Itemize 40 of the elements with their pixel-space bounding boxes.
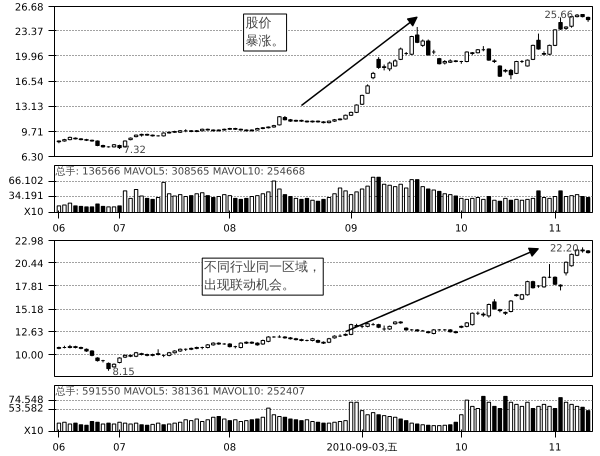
y-tick-label: 53.582 <box>8 404 44 415</box>
x-tick-label: 09 <box>344 224 358 234</box>
y-tick-label: 26.68 <box>14 2 44 14</box>
text: X10 <box>24 426 44 437</box>
y-tick-label: 12.63 <box>14 327 44 338</box>
text: X10 <box>24 207 44 218</box>
x-tick-label: 08 <box>223 442 236 454</box>
x-tick-label: 06 <box>52 442 66 454</box>
annotation: 25.66 <box>544 10 574 22</box>
x-tick-label: 10 <box>454 442 468 454</box>
x-tick-label: 2010-09-03,五 <box>326 442 398 454</box>
y-tick-label: 13.13 <box>14 102 44 114</box>
annotation: 8.15 <box>112 366 135 378</box>
y-tick-label: 20.44 <box>14 258 44 270</box>
annotation: 22.20 <box>550 243 579 254</box>
chart-title: 总手: 591550 MAVOL5: 381361 MAVOL10: 252407 <box>54 386 306 398</box>
x-tick-label: 10 <box>454 224 468 234</box>
y-tick-label: 23.37 <box>14 26 44 38</box>
y-tick-label: 22.98 <box>14 236 44 248</box>
y-tick-label: 15.18 <box>14 305 44 316</box>
x-tick-label: 06 <box>52 224 66 234</box>
candlestick <box>360 94 364 106</box>
x-tick-label: 11 <box>548 442 562 454</box>
y-tick-label: 16.54 <box>14 77 44 88</box>
x-tick-label: 08 <box>223 224 236 234</box>
candlestick <box>508 300 514 313</box>
y-tick-label: 19.96 <box>14 52 44 63</box>
y-tick-label: 34.191 <box>8 190 44 202</box>
annotation: 7.32 <box>124 144 146 156</box>
y-tick-label: 17.81 <box>14 282 44 293</box>
annotation: 股价暴涨。 <box>246 16 285 49</box>
y-tick-label: 9.71 <box>21 127 44 138</box>
chart-title: 总手: 136566 MAVOL5: 308565 MAVOL10: 254668 <box>54 166 306 178</box>
x-tick-label: 11 <box>548 224 562 234</box>
y-tick-label: 66.102 <box>8 176 44 187</box>
y-tick-label: 10.00 <box>14 350 44 362</box>
x-tick-label: 07 <box>113 442 126 454</box>
annotation: 不同行业同一区域，出现联动机会。 <box>204 260 322 294</box>
y-tick-label: 6.30 <box>21 152 44 164</box>
x-tick-label: 07 <box>113 224 126 234</box>
